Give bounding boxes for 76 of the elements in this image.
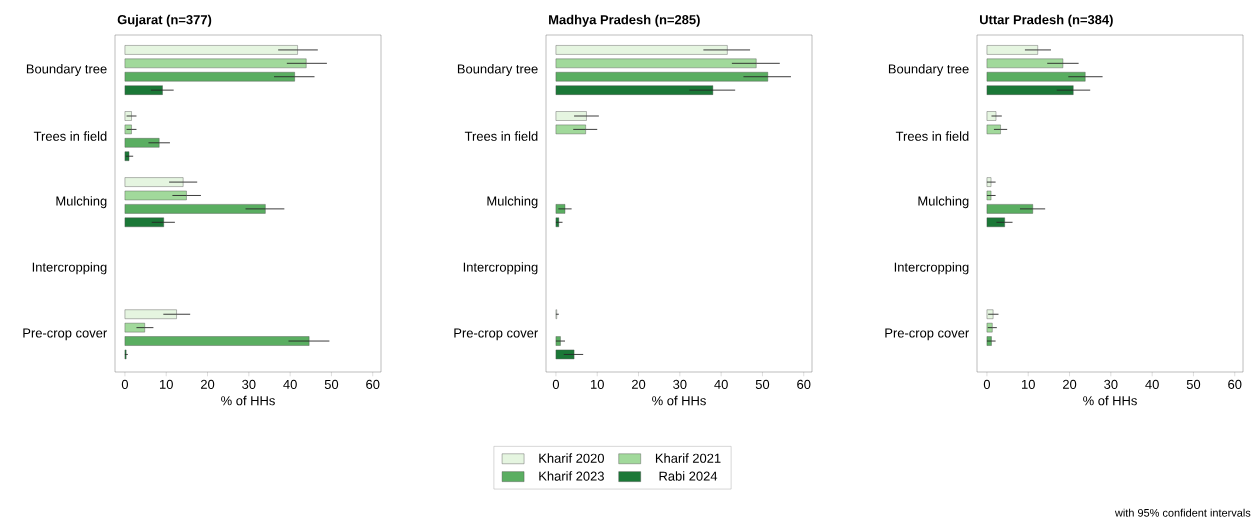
bar: [124, 336, 310, 346]
y-tick-label: Boundary tree: [26, 63, 107, 77]
bar: [986, 58, 1064, 69]
bar: [986, 309, 994, 319]
x-tick-label: 50: [324, 379, 339, 389]
y-tick-label: Intercropping: [32, 262, 107, 275]
y-tick-label: Pre-crop cover: [23, 328, 107, 341]
y-tick-label: Pre-crop cover: [454, 328, 538, 341]
bar: [555, 72, 769, 82]
bar: [124, 124, 132, 135]
bar: [124, 58, 307, 69]
bar: [555, 124, 586, 135]
y-tick-label: Mulching: [918, 196, 969, 209]
bar: [986, 72, 1086, 82]
chart-title: Gujarat (n=377): [117, 14, 212, 27]
bar: [124, 138, 160, 148]
y-tick-label: Trees in field: [33, 131, 107, 141]
bar: [986, 124, 1001, 135]
bar: [124, 204, 266, 214]
bar: [124, 72, 295, 82]
x-tick-label: 0: [552, 379, 560, 389]
x-tick-label: 20: [1062, 379, 1077, 389]
x-tick-label: 40: [283, 379, 297, 389]
y-tick-label: Trees in field: [895, 131, 969, 141]
x-tick-label: 10: [1022, 379, 1035, 389]
bar: [124, 85, 163, 95]
bar: [555, 111, 587, 121]
x-tick-label: 60: [1228, 379, 1242, 389]
bar: [124, 45, 298, 55]
legend-label: Kharif 2023: [539, 471, 604, 481]
bar: [124, 309, 177, 319]
bar: [124, 190, 187, 201]
bar: [555, 58, 757, 69]
bar: [986, 45, 1038, 55]
x-tick-label: 0: [983, 379, 991, 389]
x-tick-label: 10: [591, 379, 604, 389]
bar: [986, 217, 1005, 227]
y-tick-label: Trees in field: [464, 131, 538, 141]
x-tick-label: 60: [366, 379, 380, 389]
chart-title: Uttar Pradesh (n=384): [979, 14, 1113, 27]
x-axis-title: % of HHs: [221, 395, 275, 406]
y-tick-label: Intercropping: [463, 262, 538, 275]
y-tick-label: Pre-crop cover: [885, 328, 969, 341]
bar: [986, 204, 1033, 214]
y-tick-label: Mulching: [487, 196, 538, 209]
x-tick-label: 10: [160, 379, 173, 389]
bar: [986, 322, 993, 333]
x-axis-title: % of HHs: [1083, 395, 1137, 406]
y-tick-label: Mulching: [56, 196, 107, 209]
bar: [124, 177, 184, 187]
legend-label: Kharif 2021: [655, 453, 721, 463]
y-tick-label: Boundary tree: [888, 63, 969, 77]
x-tick-label: 30: [1104, 379, 1118, 389]
bar: [124, 151, 130, 161]
text: with 95% confident intervals: [1114, 508, 1251, 517]
x-tick-label: 30: [242, 379, 256, 389]
x-tick-label: 60: [797, 379, 811, 389]
bar: [555, 85, 714, 95]
x-tick-label: 40: [714, 379, 728, 389]
y-tick-label: Boundary tree: [457, 63, 538, 77]
x-axis-title: % of HHs: [652, 395, 706, 406]
x-tick-label: 30: [673, 379, 687, 389]
bar: [555, 45, 728, 55]
x-tick-label: 0: [121, 379, 129, 389]
bar: [124, 217, 164, 227]
y-tick-label: Intercropping: [894, 262, 969, 275]
legend-label: Kharif 2020: [539, 453, 604, 463]
chart-title: Madhya Pradesh (n=285): [549, 14, 700, 27]
legend-label: Rabi 2024: [659, 471, 718, 481]
bar: [986, 85, 1074, 95]
x-tick-label: 20: [200, 379, 215, 389]
x-tick-label: 50: [755, 379, 770, 389]
x-tick-label: 50: [1186, 379, 1201, 389]
bar: [124, 322, 145, 333]
x-tick-label: 40: [1145, 379, 1159, 389]
x-tick-label: 20: [631, 379, 646, 389]
